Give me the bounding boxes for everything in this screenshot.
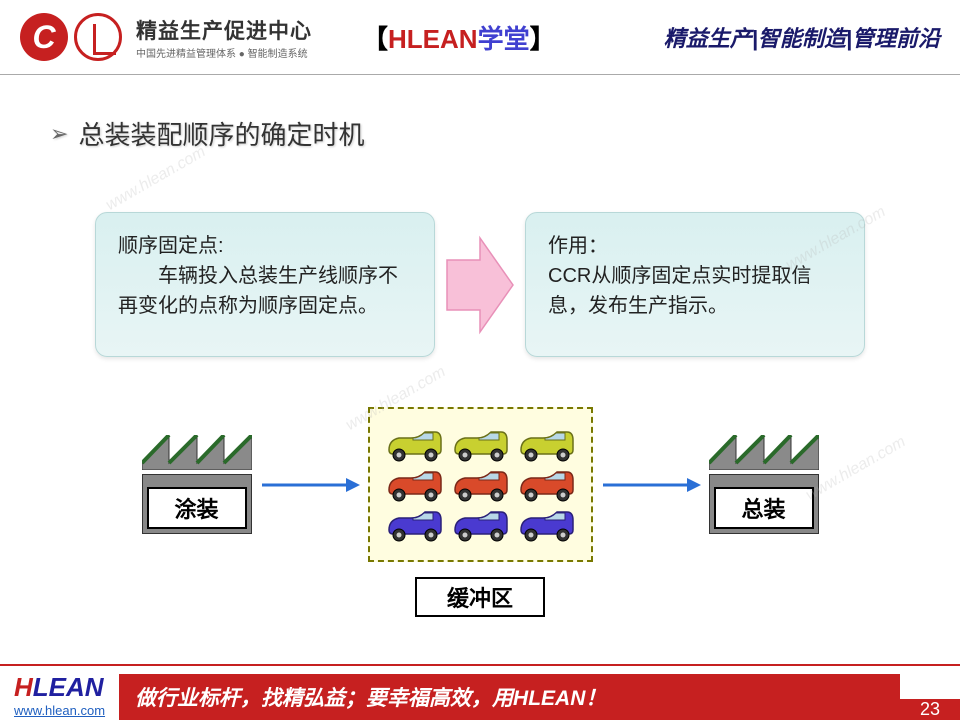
box1-body: 车辆投入总装生产线顺序不再变化的点称为顺序固定点。 <box>118 261 412 321</box>
car-icon <box>515 468 577 502</box>
factory-right-label: 总装 <box>714 487 814 529</box>
heading-text: 总装装配顺序的确定时机 <box>78 115 364 152</box>
flow-arrow-right <box>601 475 701 495</box>
box2-body: CCR从顺序固定点实时提取信息，发布生产指示。 <box>548 261 842 321</box>
factory-left: 涂装 <box>142 435 252 534</box>
factory-right: 总装 <box>709 435 819 534</box>
factory-left-label: 涂装 <box>147 487 247 529</box>
factory-roof-icon <box>709 435 819 470</box>
big-arrow-icon <box>445 230 515 340</box>
logo-l-icon <box>74 13 122 61</box>
car-icon <box>449 508 511 542</box>
flow-arrow-left <box>260 475 360 495</box>
info-box-left: 顺序固定点: 车辆投入总装生产线顺序不再变化的点称为顺序固定点。 <box>95 212 435 357</box>
car-icon <box>449 428 511 462</box>
buffer-label: 缓冲区 <box>415 577 545 617</box>
car-icon <box>515 508 577 542</box>
box1-title: 顺序固定点: <box>118 231 412 261</box>
car-icon <box>449 468 511 502</box>
page-number: 23 <box>900 699 960 720</box>
box2-title: 作用： <box>548 231 842 261</box>
logo-text: 精益生产促进中心 中国先进精益管理体系 ● 智能制造系统 <box>136 15 312 60</box>
header-nav: 精益生产|智能制造|管理前沿 <box>664 21 940 53</box>
factory-roof-icon <box>142 435 252 470</box>
bullet-icon: ➢ <box>50 121 68 147</box>
logo-main: 精益生产促进中心 <box>136 15 312 45</box>
footer: HLEAN www.hlean.com 做行业标杆，找精弘益；要幸福高效，用HL… <box>0 664 960 720</box>
main-heading: ➢ 总装装配顺序的确定时机 <box>0 75 960 152</box>
car-row-3 <box>383 508 577 542</box>
car-icon <box>383 428 445 462</box>
footer-slogan: 做行业标杆，找精弘益；要幸福高效，用HLEAN！ <box>119 674 900 720</box>
car-icon <box>383 468 445 502</box>
hlean-title: 【HLEAN学堂】 <box>362 19 556 56</box>
info-boxes-row: 顺序固定点: 车辆投入总装生产线顺序不再变化的点称为顺序固定点。 作用： CCR… <box>0 152 960 387</box>
car-row-2 <box>383 468 577 502</box>
footer-left: HLEAN www.hlean.com <box>0 668 119 720</box>
buffer-zone: 缓冲区 <box>368 407 593 562</box>
flow-diagram: 涂装 缓冲区 总装 <box>0 387 960 582</box>
footer-url: www.hlean.com <box>14 703 105 718</box>
logo-sub: 中国先进精益管理体系 ● 智能制造系统 <box>136 45 312 60</box>
info-box-right: 作用： CCR从顺序固定点实时提取信息，发布生产指示。 <box>525 212 865 357</box>
footer-brand: HLEAN <box>14 672 105 703</box>
car-icon <box>383 508 445 542</box>
car-icon <box>515 428 577 462</box>
car-row-1 <box>383 428 577 462</box>
logo-c-icon: C <box>20 13 68 61</box>
header: C 精益生产促进中心 中国先进精益管理体系 ● 智能制造系统 【HLEAN学堂】… <box>0 0 960 75</box>
